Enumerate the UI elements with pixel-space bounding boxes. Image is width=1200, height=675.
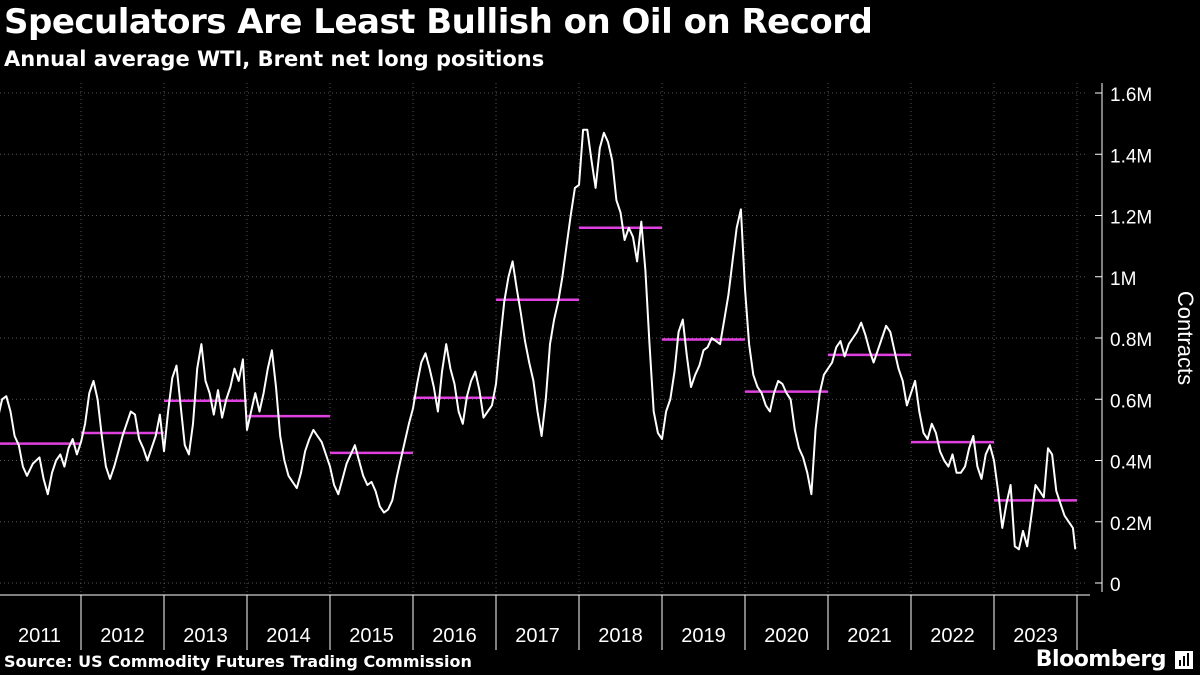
- x-tick-label: 2020: [764, 625, 809, 647]
- weekly-series: [0, 128, 1077, 551]
- y-axis-label: Contracts: [1173, 291, 1198, 385]
- x-tick-label: 2021: [847, 625, 892, 647]
- x-axis: 2011 2012 2013 2014 2015 2016 2017 2018 2019 2020…: [0, 594, 1090, 650]
- y-tick-label: 1.4M: [1110, 146, 1152, 167]
- gridlines: [0, 83, 1085, 595]
- y-tick-label: 0.4M: [1110, 453, 1152, 474]
- x-tick-label: 2018: [598, 625, 643, 647]
- x-tick-label: 2017: [515, 625, 560, 647]
- x-tick-label: 2016: [432, 625, 477, 647]
- x-tick-label: 2023: [1013, 625, 1058, 647]
- brand-logo-text: Bloomberg: [1035, 647, 1167, 672]
- y-tick-label: 1.2M: [1110, 208, 1152, 229]
- chart-title: Speculators Are Least Bullish on Oil on …: [4, 2, 873, 42]
- y-tick-label: 0: [1110, 575, 1121, 596]
- y-tick-label: 1M: [1110, 269, 1136, 290]
- x-tick-label: 2011: [18, 625, 61, 647]
- net-long-positions-line: [0, 128, 1077, 551]
- x-tick-label: 2019: [681, 625, 726, 647]
- annual-average-lines: [0, 226, 1077, 502]
- x-tick-label: 2014: [266, 625, 311, 647]
- y-tick-label: 0.6M: [1110, 391, 1152, 412]
- chart-subtitle: Annual average WTI, Brent net long posit…: [4, 47, 545, 71]
- x-tick-label: 2015: [349, 625, 394, 647]
- x-tick-label: 2022: [930, 625, 975, 647]
- x-tick-label: 2012: [100, 625, 145, 647]
- y-tick-label: 0.8M: [1110, 330, 1152, 351]
- y-axis: 0 0.2M 0.4M 0.6M 0.8M 1M 1.2M 1.4M 1.6M: [1095, 83, 1152, 596]
- bloomberg-terminal-icon: [1175, 651, 1193, 669]
- source-note: Source: US Commodity Futures Trading Com…: [4, 652, 472, 671]
- y-tick-label: 1.6M: [1110, 85, 1152, 106]
- y-tick-label: 0.2M: [1110, 514, 1152, 535]
- x-tick-label: 2013: [183, 625, 228, 647]
